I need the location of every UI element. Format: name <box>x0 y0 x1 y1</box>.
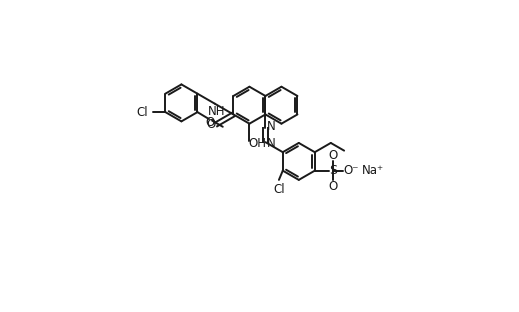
Text: O: O <box>206 118 215 131</box>
Text: O: O <box>206 116 214 129</box>
Text: O: O <box>329 179 338 193</box>
Text: S: S <box>329 164 337 177</box>
Text: Na⁺: Na⁺ <box>362 164 385 177</box>
Text: O: O <box>329 149 338 162</box>
Text: OH: OH <box>248 137 266 150</box>
Text: N: N <box>267 120 276 133</box>
Text: O⁻: O⁻ <box>343 164 359 177</box>
Text: N: N <box>267 137 276 150</box>
Text: Cl: Cl <box>273 183 285 196</box>
Text: Cl: Cl <box>136 106 148 119</box>
Text: NH: NH <box>208 105 226 118</box>
